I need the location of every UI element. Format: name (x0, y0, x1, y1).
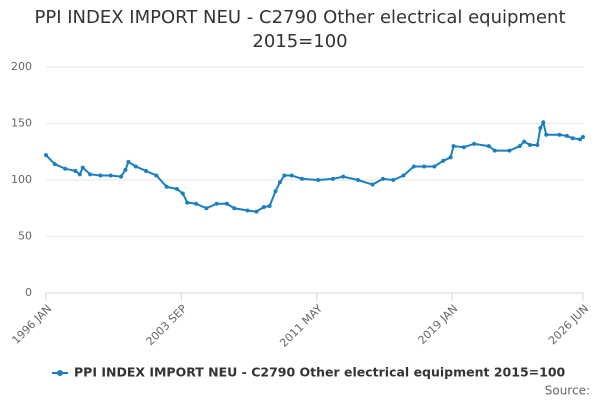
data-point (441, 158, 446, 163)
data-point (88, 172, 93, 177)
data-point (517, 144, 522, 149)
data-point (289, 173, 294, 178)
data-point (267, 203, 272, 208)
data-point (180, 191, 185, 196)
data-point (570, 136, 575, 141)
data-point (486, 144, 491, 149)
data-point (232, 206, 237, 211)
data-point (581, 135, 585, 140)
legend-symbol-marker (57, 370, 63, 376)
data-point (355, 178, 360, 182)
data-point (401, 173, 406, 178)
data-point (282, 173, 287, 178)
x-tick-label: 2011 MAY (277, 302, 325, 350)
data-point (528, 142, 533, 147)
data-point (185, 200, 190, 205)
data-point (204, 206, 209, 211)
data-point (411, 164, 416, 169)
data-point (224, 201, 229, 206)
data-point (522, 139, 527, 144)
data-point (492, 148, 497, 153)
data-point (391, 178, 396, 182)
data-point (578, 137, 583, 142)
data-point (507, 148, 512, 153)
data-point (164, 184, 169, 189)
data-point (108, 173, 113, 178)
data-point (261, 205, 266, 210)
data-point (541, 120, 546, 125)
data-point (370, 182, 375, 187)
data-point (299, 176, 304, 181)
data-point (422, 164, 427, 169)
data-point (77, 172, 82, 177)
data-point (330, 176, 335, 181)
series-line (45, 119, 584, 213)
data-point (98, 173, 103, 178)
data-point (380, 176, 385, 181)
legend-label: PPI INDEX IMPORT NEU - C2790 Other elect… (74, 365, 566, 380)
x-tick-label: 2026 JUN (546, 302, 591, 347)
data-point (44, 153, 48, 158)
x-tick-label: 2019 JAN (416, 302, 461, 347)
data-point (544, 132, 549, 137)
data-point (277, 180, 282, 185)
data-point (472, 141, 477, 146)
source: Source: (545, 384, 590, 398)
data-point (133, 164, 138, 169)
data-point (80, 165, 85, 170)
data-point (174, 187, 179, 192)
x-tick-label: 1996 JAN (9, 302, 54, 347)
data-point (557, 132, 562, 137)
y-tick-label: 150 (11, 117, 32, 130)
data-point (432, 164, 437, 169)
data-point (52, 162, 57, 167)
y-tick-label: 200 (11, 60, 32, 73)
data-point (316, 178, 321, 182)
chart-title: PPI INDEX IMPORT NEU - C2790 Other elect… (34, 7, 566, 52)
data-point (254, 209, 259, 214)
x-tick-label: 2003 SEP (144, 302, 190, 348)
data-point (538, 126, 543, 131)
y-tick-label: 0 (25, 286, 32, 299)
data-point (123, 167, 128, 172)
data-point (126, 159, 131, 164)
data-point (245, 208, 250, 213)
data-point (63, 166, 68, 171)
data-point (154, 173, 159, 178)
data-point (144, 168, 149, 173)
data-point (461, 145, 466, 150)
data-point (451, 144, 456, 149)
data-point (194, 201, 199, 206)
y-tick-label: 100 (11, 173, 32, 186)
data-point (341, 174, 346, 179)
data-point (214, 201, 219, 206)
data-point (564, 133, 569, 138)
data-point (448, 155, 453, 160)
y-tick-label: 50 (18, 230, 32, 243)
data-point (119, 174, 124, 179)
data-point (535, 142, 540, 147)
data-point (273, 189, 278, 194)
data-point (73, 168, 78, 173)
